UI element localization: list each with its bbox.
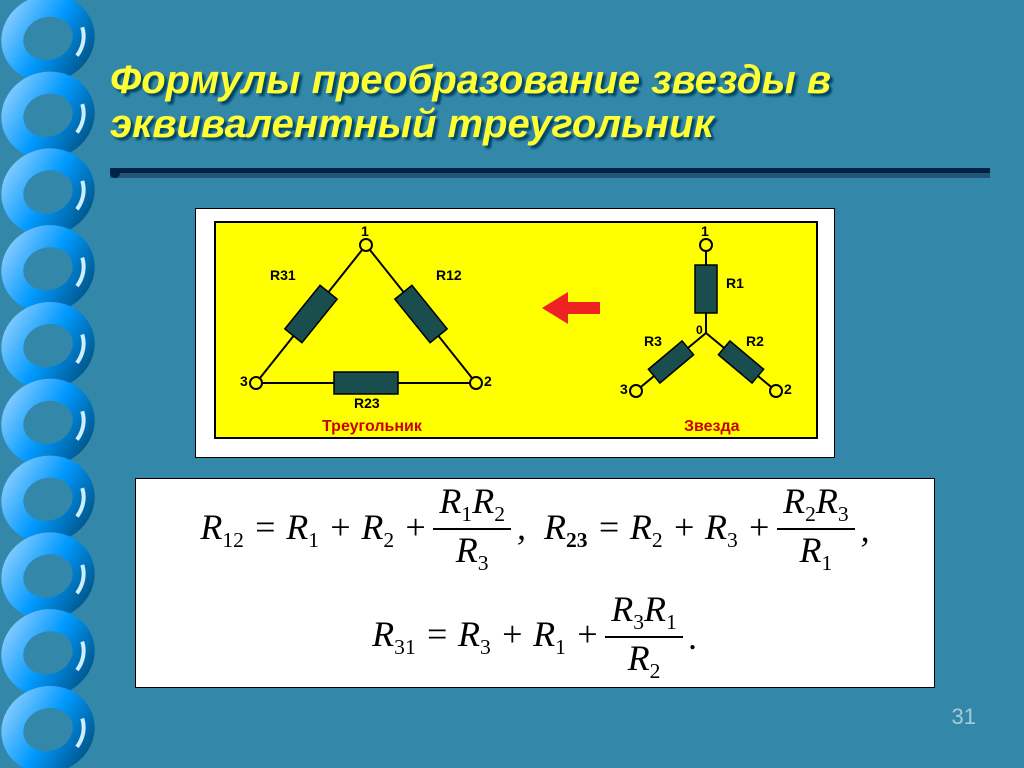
formula-box: R12 = R1 + R2 + R1R2R3 , R23 = R2 + R3 +… bbox=[135, 478, 935, 688]
delta-circuit bbox=[250, 239, 482, 394]
resistor-label-r12: R12 bbox=[436, 267, 462, 283]
diagram-container: 1 2 3 R31 R12 R23 1 2 3 0 R1 R2 R3 Треуг… bbox=[195, 208, 835, 458]
node-label-2: 2 bbox=[484, 373, 492, 389]
circuit-diagram bbox=[216, 223, 820, 441]
transform-arrow bbox=[542, 292, 600, 324]
spiral-binding bbox=[0, 0, 100, 768]
wye-circuit bbox=[630, 239, 782, 397]
slide-title: Формулы преобразование звезды в эквивале… bbox=[110, 58, 960, 146]
star-node-2: 2 bbox=[784, 381, 792, 397]
node-label-1: 1 bbox=[361, 223, 369, 239]
resistor-label-r1: R1 bbox=[726, 275, 744, 291]
star-node-3: 3 bbox=[620, 381, 628, 397]
page-number: 31 bbox=[952, 704, 976, 730]
wye-caption: Звезда bbox=[684, 418, 740, 436]
star-node-1: 1 bbox=[701, 223, 709, 239]
formula-row-1: R12 = R1 + R2 + R1R2R3 , R23 = R2 + R3 +… bbox=[200, 483, 869, 575]
resistor-label-r23: R23 bbox=[354, 395, 380, 411]
formula-row-2: R31 = R3 + R1 + R3R1R2 . bbox=[372, 591, 698, 683]
delta-caption: Треугольник bbox=[322, 418, 422, 436]
resistor-label-r31: R31 bbox=[270, 267, 296, 283]
star-center: 0 bbox=[696, 323, 703, 337]
resistor-label-r2: R2 bbox=[746, 333, 764, 349]
resistor-label-r3: R3 bbox=[644, 333, 662, 349]
diagram-inner: 1 2 3 R31 R12 R23 1 2 3 0 R1 R2 R3 Треуг… bbox=[214, 221, 818, 439]
node-label-3: 3 bbox=[240, 373, 248, 389]
title-underline bbox=[110, 168, 990, 178]
